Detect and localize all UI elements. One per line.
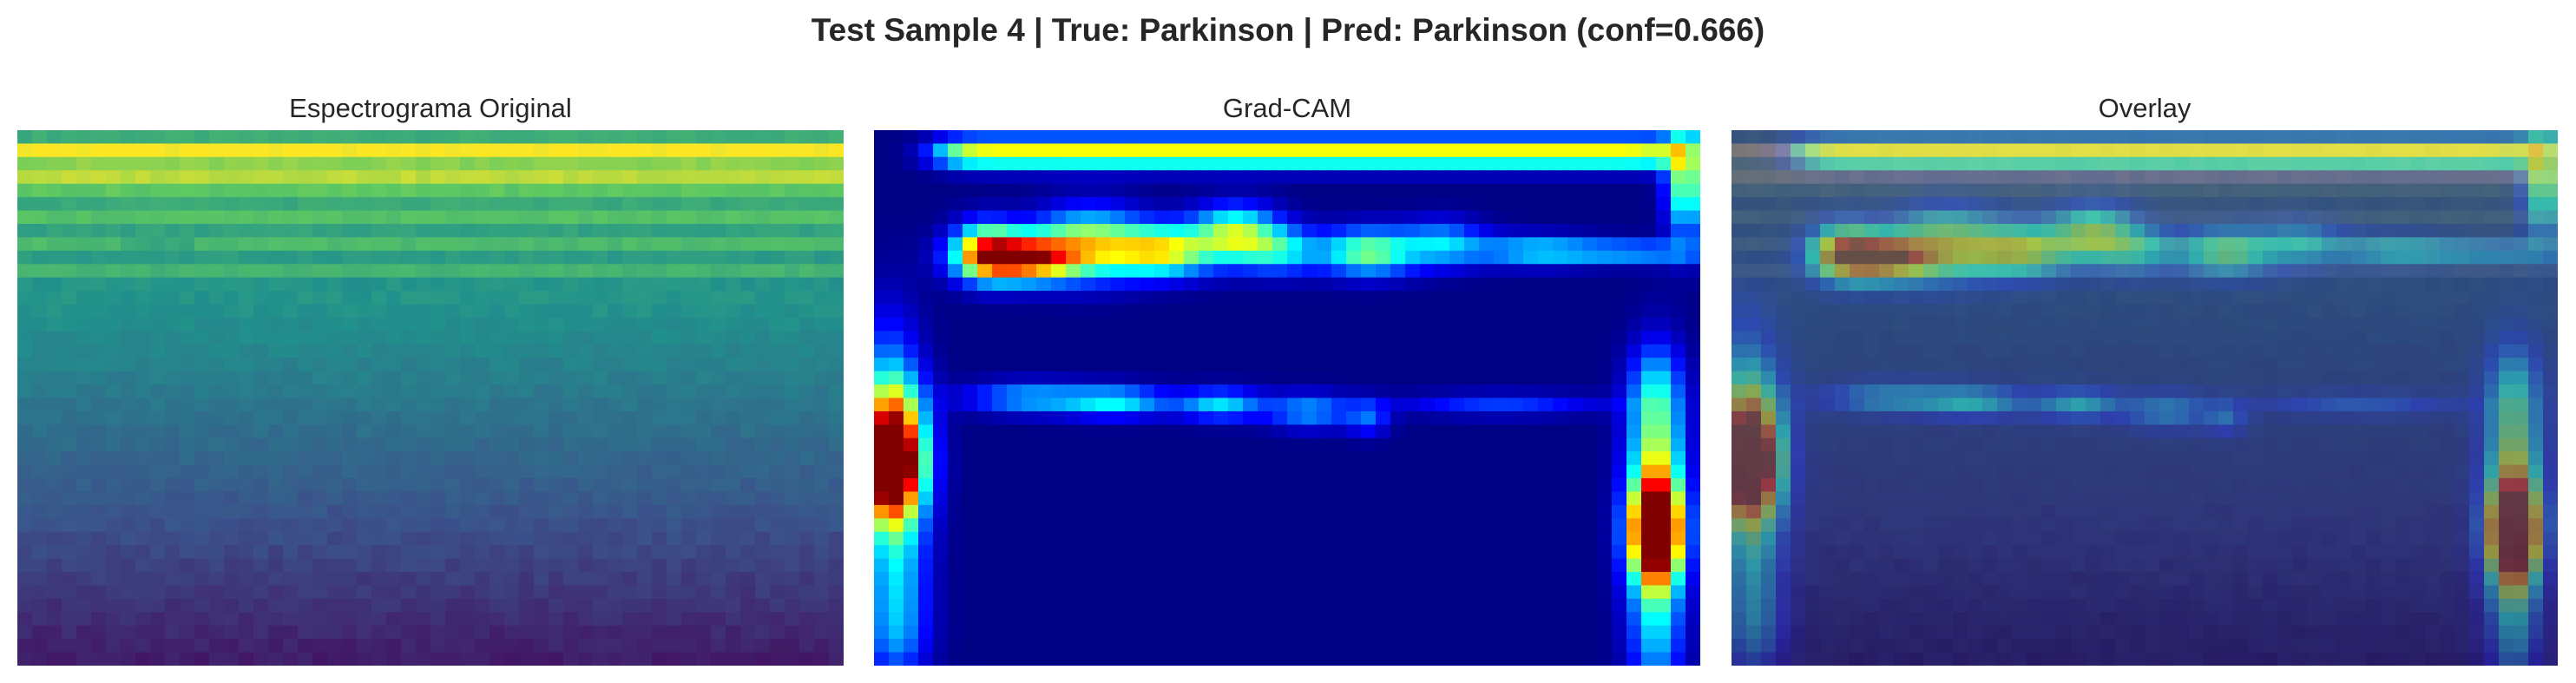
panel-title-gradcam: Grad-CAM (1222, 93, 1352, 123)
gradcam-heatmap-image (874, 130, 1700, 666)
panel-title-overlay: Overlay (2098, 93, 2192, 123)
figure-title: Test Sample 4 | True: Parkinson | Pred: … (811, 12, 1765, 48)
panel-gradcam: Grad-CAM (874, 87, 1700, 666)
overlay-image (1732, 130, 2558, 666)
panel-spectrogram: Espectrograma Original (17, 87, 844, 666)
panel-title-spectrogram: Espectrograma Original (289, 93, 572, 123)
spectrogram-image (17, 130, 844, 666)
panel-overlay: Overlay (1732, 87, 2558, 666)
